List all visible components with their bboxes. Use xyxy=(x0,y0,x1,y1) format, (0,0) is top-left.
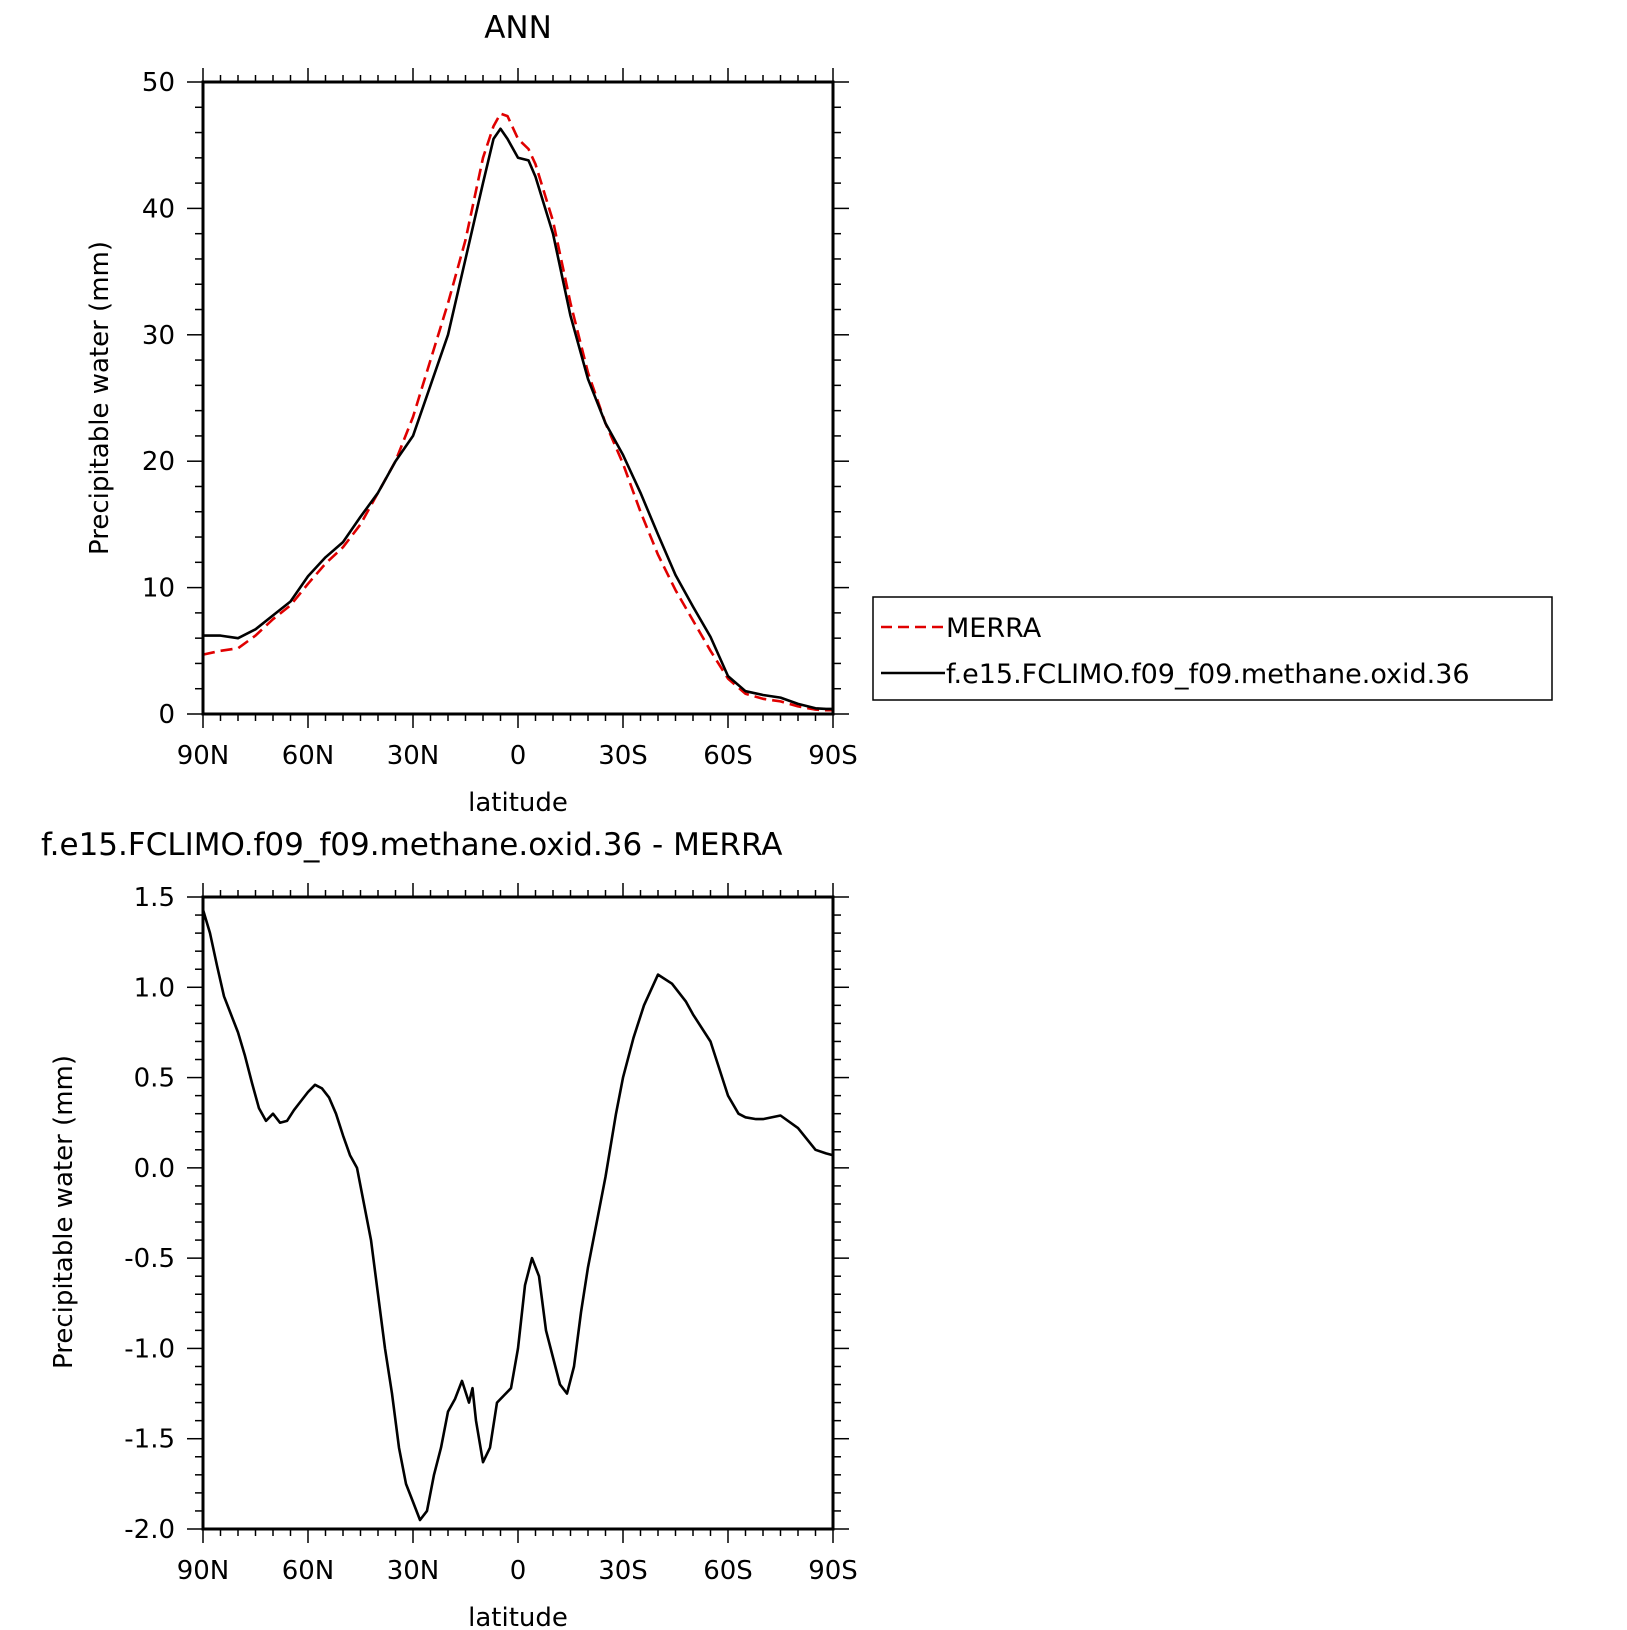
bottom-plot-ytick-label: -2.0 xyxy=(124,1515,175,1545)
bottom-plot-xtick-label: 90N xyxy=(177,1556,230,1586)
legend-model-label: f.e15.FCLIMO.f09_f09.methane.oxid.36 xyxy=(946,659,1470,690)
bottom-plot-xtick-label: 30N xyxy=(387,1556,440,1586)
bottom-plot-ytick-label: 1.0 xyxy=(134,973,175,1003)
top-plot-ytick-label: 50 xyxy=(142,68,175,98)
bottom-plot-xtick-label: 60N xyxy=(282,1556,335,1586)
bottom-plot-marks: 90N 60N 30N 0 30S 60S 90S 1.5 1.0 0.5 0.0 -0.5 -1.0 -… xyxy=(124,883,858,1586)
top-plot-xtick-label: 90N xyxy=(177,741,230,771)
bottom-plot-xtick-label: 90S xyxy=(808,1556,858,1586)
top-plot-ytick-label: 0 xyxy=(158,700,175,730)
top-plot-title: ANN xyxy=(484,10,552,46)
top-plot-ylabel: Precipitable water (mm) xyxy=(85,241,115,555)
top-plot-xtick-label: 60S xyxy=(703,741,753,771)
bottom-plot-xtick-label: 60S xyxy=(703,1556,753,1586)
legend: MERRA f.e15.FCLIMO.f09_f09.methane.oxid.… xyxy=(872,596,1553,701)
bottom-plot-ytick-label: 0.5 xyxy=(134,1064,175,1094)
top-plot-frame xyxy=(201,80,835,716)
top-plot-marks: 90N 60N 30N 0 30S 60S 90S 0 10 20 30 40 50 xyxy=(142,68,858,771)
bottom-plot-ytick-label: -1.0 xyxy=(124,1334,175,1364)
top-plot-xtick-label: 0 xyxy=(510,741,527,771)
bottom-plot-xtick-label: 30S xyxy=(598,1556,648,1586)
top-plot-xtick-label: 30S xyxy=(598,741,648,771)
bottom-plot-frame xyxy=(201,895,835,1531)
top-plot-series-line-1 xyxy=(203,127,833,711)
top-plot-xtick-label: 90S xyxy=(808,741,858,771)
bottom-plot-ylabel: Precipitable water (mm) xyxy=(49,1055,79,1369)
top-plot-ytick-label: 30 xyxy=(142,321,175,351)
top-plot-ytick-label: 40 xyxy=(142,194,175,224)
legend-merra-label: MERRA xyxy=(946,613,1042,644)
bottom-plot-xtick-label: 0 xyxy=(510,1556,527,1586)
bottom-plot-ytick-label: -1.5 xyxy=(124,1425,175,1455)
bottom-plot-series-line-0 xyxy=(201,909,834,1522)
top-plot-series-line-0 xyxy=(202,112,833,712)
top-plot-xlabel: latitude xyxy=(468,788,568,818)
bottom-plot-ytick-label: 1.5 xyxy=(134,883,175,913)
top-plot-xtick-label: 60N xyxy=(282,741,335,771)
bottom-plot-ytick-label: -0.5 xyxy=(124,1244,175,1274)
bottom-plot-ytick-label: 0.0 xyxy=(134,1154,175,1184)
bottom-plot-xlabel: latitude xyxy=(468,1603,568,1630)
top-plot-ytick-label: 20 xyxy=(142,447,175,477)
bottom-plot-title: f.e15.FCLIMO.f09_f09.methane.oxid.36 - M… xyxy=(41,827,782,863)
top-plot-ytick-label: 10 xyxy=(142,574,175,604)
bottom-plot: f.e15.FCLIMO.f09_f09.methane.oxid.36 - M… xyxy=(41,827,858,1630)
top-plot: ANN 90N 60N 30N 0 30S 60S 90S 0 10 20 30 40 50 latit… xyxy=(85,10,858,818)
legend-box xyxy=(872,596,1553,701)
top-plot-xtick-label: 30N xyxy=(387,741,440,771)
